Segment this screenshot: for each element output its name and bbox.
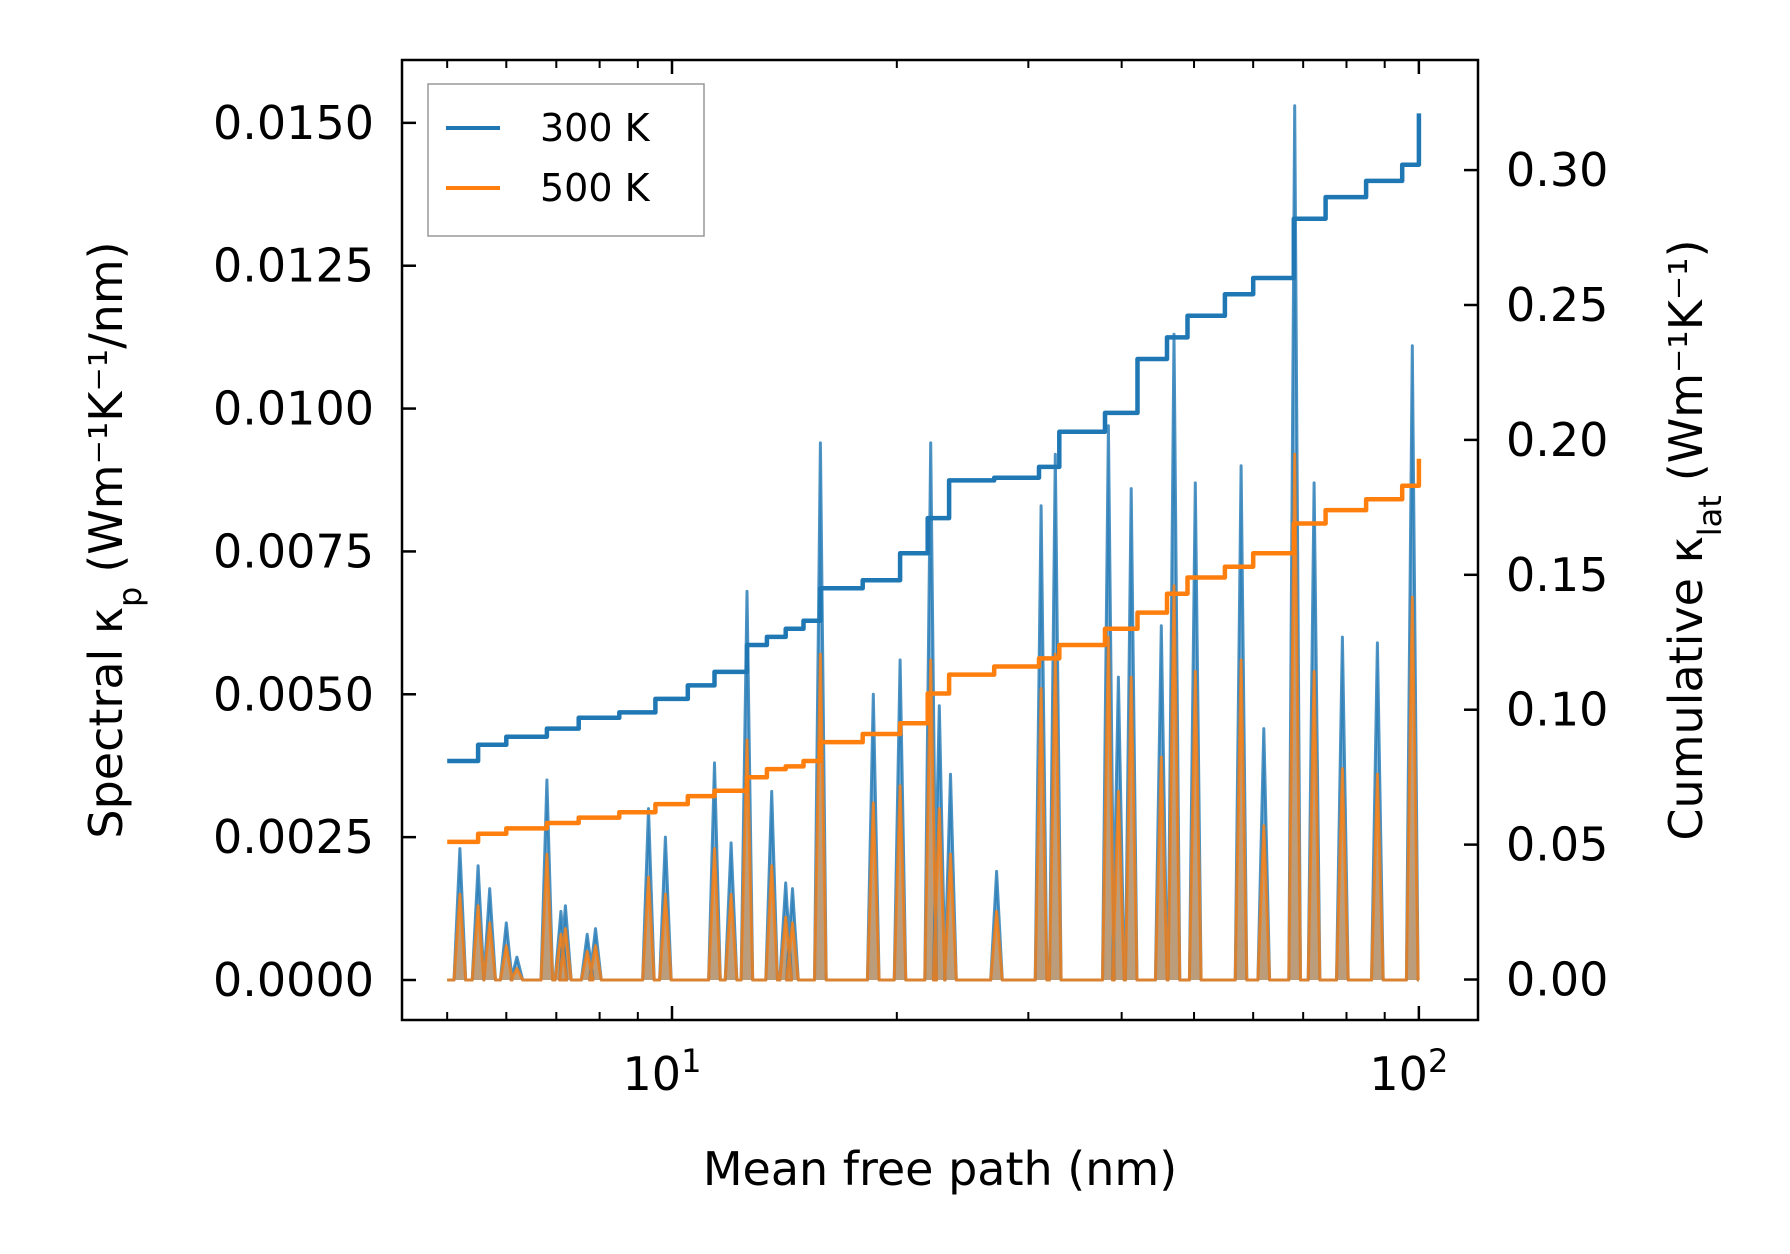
y-right-title-prefix: Cumulative κ — [1659, 536, 1713, 840]
y-right-title-units: (Wm⁻¹K⁻¹) — [1659, 239, 1713, 481]
legend: 300 K 500 K — [427, 83, 705, 237]
legend-label-500k: 500 K — [540, 166, 651, 210]
spectral-line-500k — [447, 452, 1420, 982]
tick-labels: 101 1020.00000.00250.00500.00750.01000.01… — [213, 96, 1608, 1101]
x-tick-label: 101 — [623, 1042, 702, 1101]
legend-label-300k: 300 K — [540, 106, 651, 150]
y-right-tick-label: 0.20 — [1506, 413, 1608, 467]
y-left-title-sub: p — [111, 587, 149, 607]
y-left-title-prefix: Spectral κ — [79, 607, 133, 839]
y-right-tick-label: 0.15 — [1506, 548, 1608, 602]
x-tick-label: 102 — [1369, 1042, 1448, 1101]
x-tick-exponent: 1 — [681, 1042, 701, 1080]
x-tick-exponent: 2 — [1428, 1042, 1448, 1080]
x-axis-title: Mean free path (nm) — [703, 1142, 1177, 1196]
y-left-tick-label: 0.0075 — [213, 524, 374, 578]
y-left-tick-label: 0.0025 — [213, 810, 374, 864]
cumulative-line-300k — [447, 113, 1422, 764]
legend-box — [427, 83, 705, 237]
spectral-fill-500k — [447, 454, 1419, 980]
x-tick-base: 10 — [623, 1047, 682, 1101]
y-left-title-units: (Wm⁻¹K⁻¹/nm) — [79, 241, 133, 572]
spectral-lines — [447, 104, 1420, 982]
y-right-tick-label: 0.00 — [1506, 953, 1608, 1007]
y-right-tick-label: 0.10 — [1506, 683, 1608, 737]
cumulative-lines — [447, 113, 1422, 845]
y-right-axis-title: Cumulative κlat (Wm⁻¹K⁻¹) — [1659, 239, 1729, 840]
y-left-tick-label: 0.0125 — [213, 239, 374, 293]
cumulative-line-500k — [447, 458, 1422, 845]
y-left-tick-label: 0.0000 — [213, 953, 374, 1007]
plot-frame — [400, 58, 1480, 1022]
y-right-tick-label: 0.25 — [1506, 278, 1608, 332]
y-left-tick-label: 0.0050 — [213, 667, 374, 721]
y-right-title-sub: lat — [1691, 495, 1729, 536]
y-left-tick-label: 0.0100 — [213, 382, 374, 436]
y-left-tick-label: 0.0150 — [213, 96, 374, 150]
y-left-axis-title: Spectral κp (Wm⁻¹K⁻¹/nm) — [79, 241, 149, 838]
x-tick-base: 10 — [1369, 1047, 1428, 1101]
ticks — [402, 60, 1478, 1020]
y-right-tick-label: 0.30 — [1506, 143, 1608, 197]
y-right-tick-label: 0.05 — [1506, 818, 1608, 872]
